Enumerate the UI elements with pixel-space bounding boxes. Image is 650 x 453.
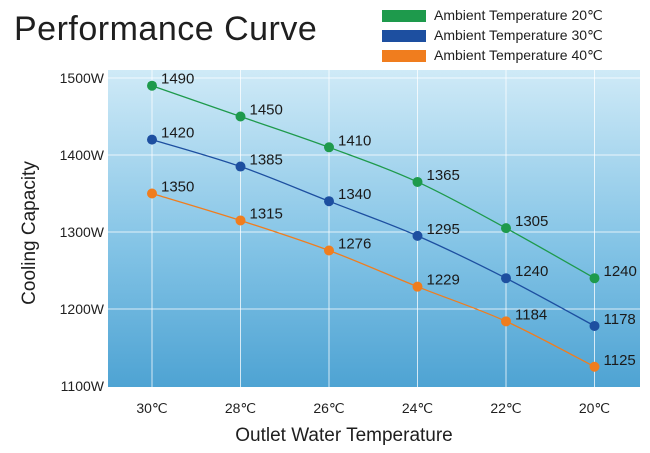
- y-tick-label: 1300W: [60, 224, 105, 240]
- data-label: 1490: [161, 71, 194, 88]
- data-labels: 1490 1450 1410 1365 1305 1240 1420 1385 1340 1295…: [161, 71, 637, 369]
- data-point: [235, 111, 246, 122]
- data-label: 1385: [250, 152, 283, 169]
- legend-swatch-30c: [382, 30, 426, 42]
- data-label: 1240: [604, 263, 637, 280]
- data-point: [501, 223, 511, 234]
- legend-label-20c: Ambient Temperature 20℃: [434, 7, 603, 23]
- grid: [108, 70, 640, 387]
- series-lines: [151, 85, 595, 368]
- data-label: 1450: [250, 102, 283, 119]
- data-point: [235, 215, 246, 226]
- x-tick-label: 30℃: [136, 400, 167, 416]
- data-point: [501, 273, 511, 284]
- series-line-0: [151, 85, 595, 279]
- x-tick-label: 22℃: [490, 400, 521, 416]
- data-point: [147, 134, 157, 145]
- y-tick-label: 1100W: [61, 378, 105, 394]
- data-label: 1184: [515, 306, 547, 323]
- data-point: [501, 316, 511, 327]
- y-tick-label: 1400W: [60, 147, 105, 163]
- data-label: 1178: [604, 311, 636, 328]
- legend-swatch-20c: [382, 10, 426, 22]
- data-label: 1365: [427, 167, 460, 184]
- data-label: 1276: [338, 235, 371, 252]
- y-axis-title: Cooling Capacity: [19, 161, 40, 305]
- plot-area: [108, 70, 640, 387]
- x-tick-label: 28℃: [225, 400, 256, 416]
- data-point: [324, 142, 334, 153]
- x-tick-label: 20℃: [579, 400, 610, 416]
- data-label: 1229: [427, 272, 460, 289]
- data-point: [324, 196, 334, 207]
- data-point: [589, 273, 600, 284]
- data-point: [235, 161, 246, 172]
- x-axis-title: Outlet Water Temperature: [235, 425, 453, 446]
- legend-label-40c: Ambient Temperature 40℃: [434, 47, 603, 63]
- series-line-2: [151, 192, 595, 368]
- data-label: 1420: [161, 125, 194, 142]
- data-point: [589, 361, 600, 372]
- data-point: [412, 176, 423, 187]
- legend-label-30c: Ambient Temperature 30℃: [434, 27, 603, 43]
- data-points: [147, 80, 600, 372]
- data-point: [412, 230, 423, 241]
- data-point: [589, 320, 600, 331]
- data-point: [147, 188, 157, 199]
- data-label: 1350: [161, 179, 194, 196]
- y-tick-label: 1200W: [60, 301, 105, 317]
- data-label: 1340: [338, 186, 371, 203]
- data-label: 1125: [604, 352, 636, 369]
- data-point: [412, 281, 423, 292]
- chart-title: Performance Curve: [14, 10, 318, 48]
- x-tick-label: 24℃: [402, 400, 433, 416]
- data-label: 1315: [250, 205, 283, 222]
- x-axis-ticks: 30℃ 28℃ 26℃ 24℃ 22℃ 20℃: [136, 400, 610, 416]
- y-axis-ticks: 1100W 1200W 1300W 1400W 1500W: [60, 70, 105, 394]
- data-point: [147, 80, 157, 91]
- series-line-1: [151, 138, 595, 327]
- data-label: 1410: [338, 132, 371, 149]
- x-tick-label: 26℃: [313, 400, 344, 416]
- data-point: [324, 245, 334, 256]
- legend-swatch-40c: [382, 50, 426, 62]
- data-label: 1295: [427, 221, 460, 238]
- data-label: 1305: [515, 213, 548, 230]
- y-tick-label: 1500W: [60, 70, 105, 86]
- data-label: 1240: [515, 263, 548, 280]
